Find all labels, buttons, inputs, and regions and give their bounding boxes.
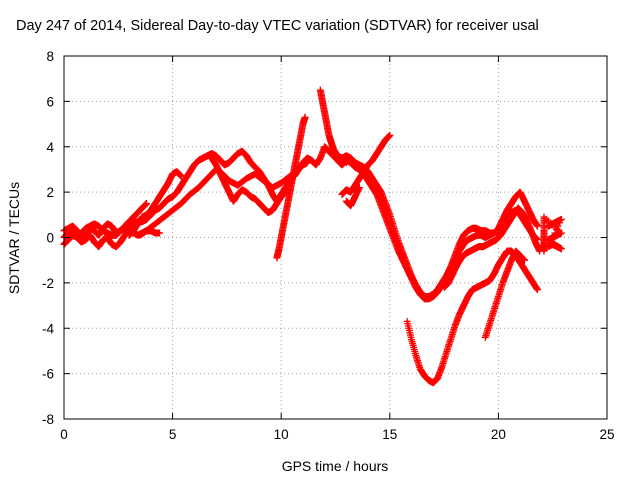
series-pass-10 [334, 156, 541, 303]
data-point [533, 222, 541, 230]
data-point [556, 219, 564, 227]
x-tick-label: 20 [491, 427, 506, 442]
x-axis-ticks: 0 5 10 15 20 25 [60, 56, 615, 442]
plot-frame [63, 55, 608, 420]
x-tick-label: 0 [60, 427, 68, 442]
x-tick-label: 25 [599, 427, 614, 442]
data-point [386, 131, 394, 139]
y-tick-label: 4 [46, 140, 54, 155]
data-points [60, 86, 565, 387]
data-point [540, 247, 548, 255]
data-point [301, 113, 309, 121]
chart-title: Day 247 of 2014, Sidereal Day-to-day VTE… [16, 18, 539, 34]
x-tick-label: 5 [169, 427, 177, 442]
series-pass-12 [342, 184, 363, 210]
x-axis-label: GPS time / hours [282, 458, 389, 474]
x-tick-label: 10 [274, 427, 289, 442]
series-pass-03 [60, 147, 311, 241]
y-tick-label: -4 [42, 321, 54, 336]
y-tick-label: -6 [42, 367, 54, 382]
data-point [355, 184, 363, 192]
data-point [177, 172, 185, 180]
data-point [156, 229, 164, 237]
series-pass-14 [440, 204, 544, 291]
series-pass-06 [208, 154, 290, 217]
gridlines [64, 56, 607, 419]
series-pass-16 [540, 213, 565, 255]
data-point [557, 215, 565, 223]
data-point [143, 199, 151, 207]
series-pass-11 [338, 131, 394, 198]
y-axis-ticks: -8 -6 -4 -2 0 2 4 6 8 [42, 49, 607, 427]
y-tick-label: -8 [42, 412, 54, 427]
x-tick-label: 15 [382, 427, 397, 442]
series-pass-13 [403, 247, 541, 387]
y-tick-label: 2 [46, 185, 54, 200]
y-tick-label: 6 [46, 94, 54, 109]
data-point [533, 286, 541, 294]
y-tick-label: -2 [42, 276, 54, 291]
y-tick-label: 0 [46, 231, 54, 246]
y-axis-label: SDTVAR / TECUs [6, 182, 22, 294]
y-tick-label: 8 [46, 49, 54, 64]
series-pass-15 [481, 247, 528, 341]
series-pass-04 [125, 168, 185, 239]
data-point [520, 256, 528, 264]
series-pass-07 [273, 113, 309, 262]
